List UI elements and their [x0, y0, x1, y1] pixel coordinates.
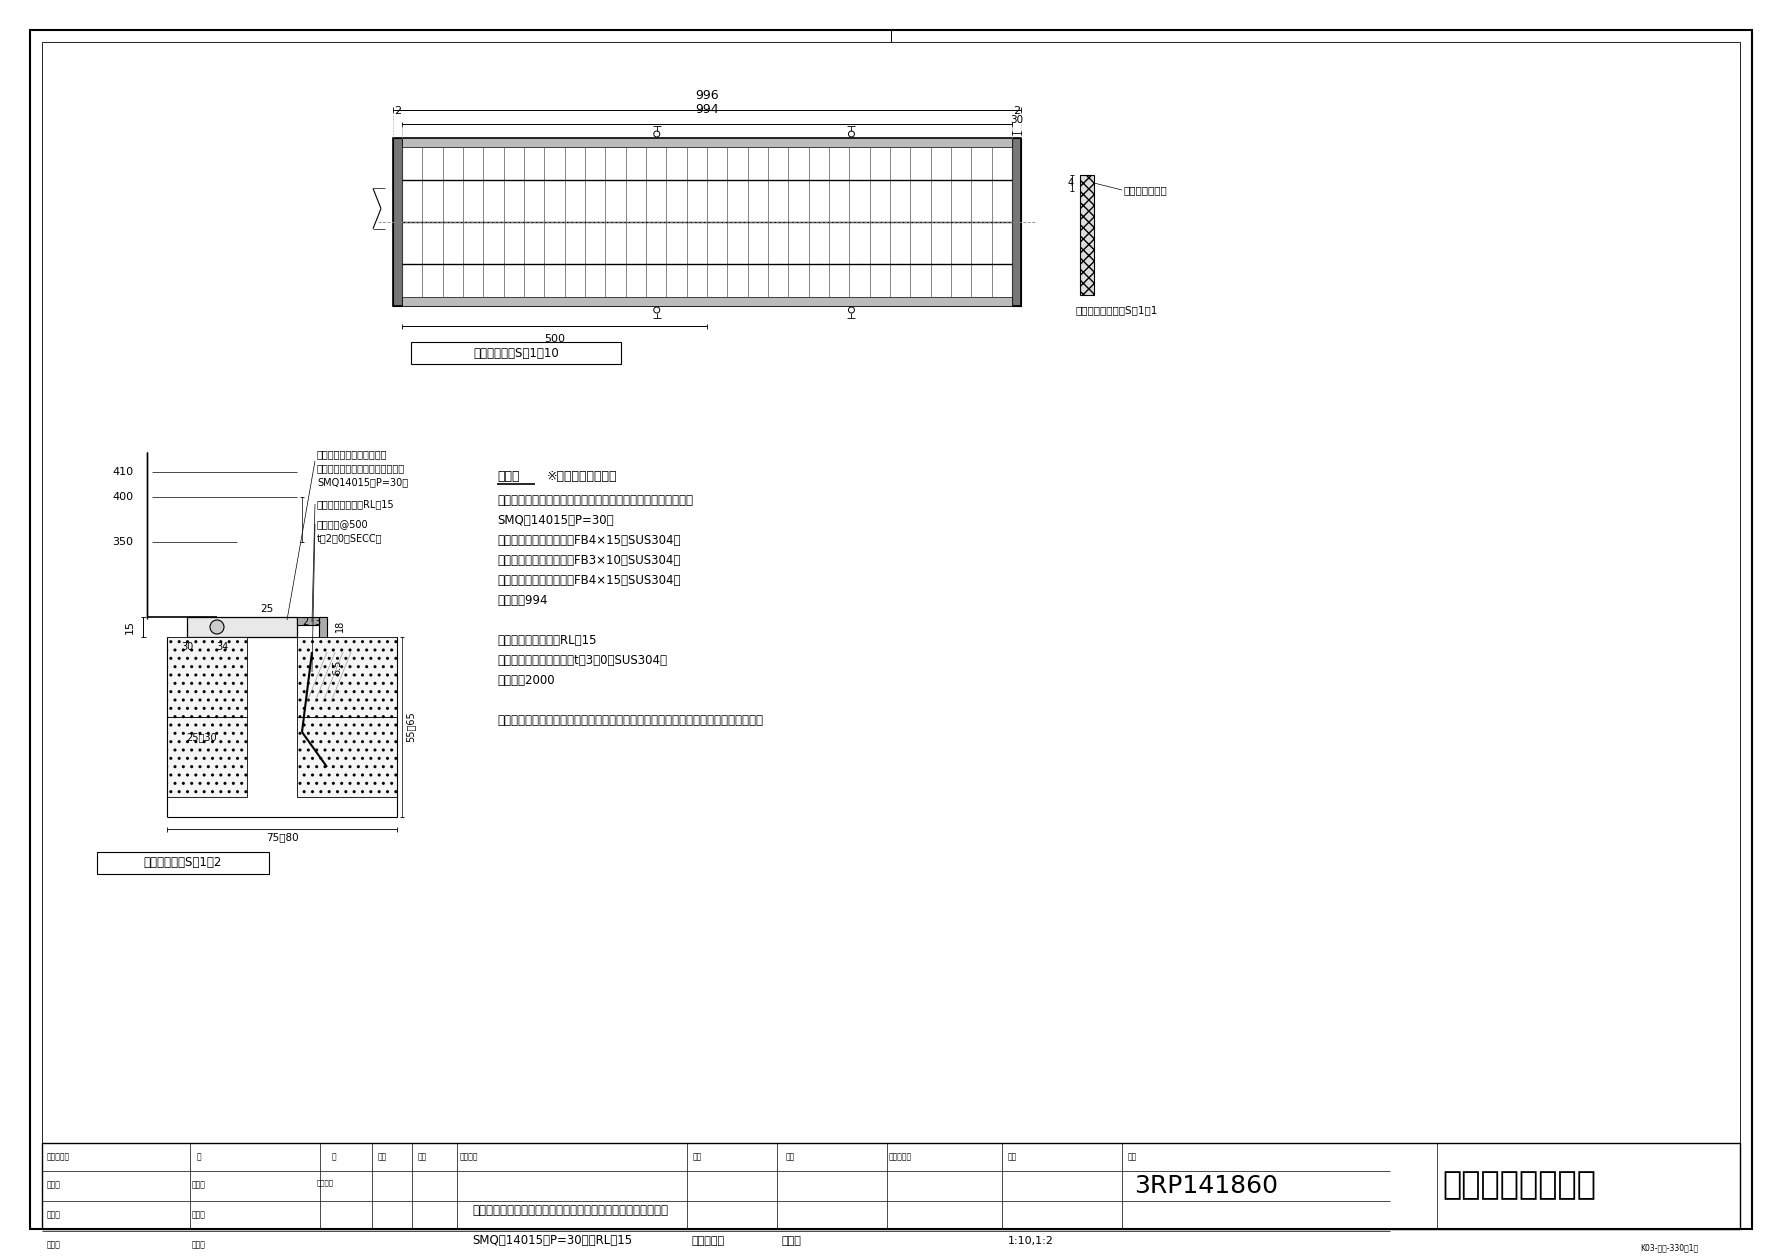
Text: 2: 2: [1012, 106, 1019, 116]
Text: SMQ14015（P=30）: SMQ14015（P=30）: [317, 477, 408, 487]
Text: 工事名称: 工事名称: [460, 1152, 479, 1162]
Bar: [319, 617, 328, 657]
Text: 製図: 製図: [378, 1152, 387, 1162]
Text: サイドバー　　FB4×15（SUS304）: サイドバー FB4×15（SUS304）: [497, 574, 681, 587]
Text: クロスバー　　FB3×10（SUS304）: クロスバー FB3×10（SUS304）: [497, 554, 681, 567]
Text: ・　・: ・ ・: [46, 1181, 61, 1190]
Text: SMQ　14015（P=30）＋RL－15: SMQ 14015（P=30）＋RL－15: [472, 1235, 633, 1248]
Text: 400: 400: [112, 492, 134, 502]
Text: 滑り止め模様付　横断溝・側溝用: 滑り止め模様付 横断溝・側溝用: [317, 463, 405, 473]
Bar: [187, 617, 298, 637]
Text: ・　・: ・ ・: [192, 1240, 207, 1249]
Bar: [298, 637, 397, 716]
Text: 図面名称: 図面名称: [317, 1180, 333, 1186]
Bar: [1012, 138, 1021, 306]
Text: 18: 18: [335, 619, 346, 632]
Text: ステンレス製グレーチング: ステンレス製グレーチング: [317, 449, 387, 460]
Text: ローレット模様: ローレット模様: [1124, 185, 1167, 195]
Text: カネソウ株式会社: カネソウ株式会社: [1442, 1171, 1597, 1201]
Text: 定尺：2000: 定尺：2000: [497, 674, 554, 687]
Bar: [298, 617, 328, 624]
Text: 材質：メインバー　　FB4×15（SUS304）: 材質：メインバー FB4×15（SUS304）: [497, 534, 681, 546]
Text: ・　・: ・ ・: [192, 1210, 207, 1220]
Text: 酒井ひと美: 酒井ひと美: [691, 1236, 723, 1246]
Text: 3: 3: [314, 617, 321, 627]
Text: 350: 350: [112, 538, 134, 546]
Text: 6.5: 6.5: [331, 660, 342, 675]
Text: 30: 30: [182, 642, 192, 652]
Text: K03-専用-330（1）: K03-専用-330（1）: [1639, 1244, 1698, 1253]
Text: 検図: 検図: [417, 1152, 426, 1162]
Text: 1:10,1:2: 1:10,1:2: [1009, 1236, 1053, 1246]
Text: t＝2．0（SECC）: t＝2．0（SECC）: [317, 533, 383, 543]
Text: ステンレス製グレーチング　滑り止め模様付　横断溝・側溝用: ステンレス製グレーチング 滑り止め模様付 横断溝・側溝用: [472, 1205, 668, 1217]
Text: 材質：ステンレス銅板t＝3．0（SUS304）: 材質：ステンレス銅板t＝3．0（SUS304）: [497, 653, 666, 667]
Text: ステンレス製グレーチング　滑り止め模様付　横断溝・側溝用: ステンレス製グレーチング 滑り止め模様付 横断溝・側溝用: [497, 494, 693, 507]
Text: 3RP141860: 3RP141860: [1133, 1173, 1278, 1199]
Bar: [96, 852, 269, 874]
Text: 25～30: 25～30: [187, 731, 217, 742]
Text: 4: 4: [1067, 178, 1075, 188]
Text: 縮尺: 縮尺: [1007, 1152, 1016, 1162]
Text: 仕　様: 仕 様: [497, 470, 520, 483]
Text: 996: 996: [695, 89, 718, 102]
Bar: [394, 138, 1021, 306]
Text: 断面詳細図　S＝1：2: 断面詳細図 S＝1：2: [144, 856, 223, 870]
Text: 34: 34: [216, 642, 228, 652]
Text: メインバー表面　S＝1：1: メインバー表面 S＝1：1: [1075, 305, 1157, 315]
Bar: [298, 716, 397, 797]
Text: 製品: 製品: [693, 1152, 702, 1162]
Text: 30: 30: [1010, 115, 1023, 125]
Text: ・　・: ・ ・: [46, 1210, 61, 1220]
Bar: [403, 138, 1012, 147]
Text: 検査: 検査: [786, 1152, 795, 1162]
Text: 15: 15: [125, 619, 135, 635]
Text: ・　・: ・ ・: [46, 1240, 61, 1249]
Text: 2: 2: [301, 617, 308, 627]
Bar: [412, 342, 620, 364]
Text: SMQ　14015（P=30）: SMQ 14015（P=30）: [497, 514, 613, 528]
Text: 内: 内: [196, 1152, 201, 1162]
Bar: [168, 716, 248, 797]
Circle shape: [210, 619, 225, 635]
Text: ステンレス製受枕　RL－15: ステンレス製受枕 RL－15: [497, 635, 597, 647]
Text: 平面詳細図　S＝1：10: 平面詳細図 S＝1：10: [474, 346, 560, 360]
Text: アンカー@500: アンカー@500: [317, 519, 369, 529]
Text: 作成年月日: 作成年月日: [889, 1152, 912, 1162]
Bar: [403, 297, 1012, 306]
Text: 25: 25: [260, 604, 274, 614]
Text: 施工場所の状況に合わせて、アンカーをプライヤー等で折り曲げてご使用ください。: 施工場所の状況に合わせて、アンカーをプライヤー等で折り曲げてご使用ください。: [497, 714, 763, 726]
Text: 75～80: 75～80: [266, 832, 298, 842]
Text: 容: 容: [331, 1152, 337, 1162]
Bar: [168, 637, 248, 716]
Text: 定尺：994: 定尺：994: [497, 594, 547, 607]
Text: 410: 410: [112, 467, 134, 477]
Bar: [1080, 175, 1094, 295]
Text: 2: 2: [394, 106, 401, 116]
Text: 図番: 図番: [1128, 1152, 1137, 1162]
Text: 500: 500: [544, 334, 565, 344]
Text: ※適用荷重：歩行用: ※適用荷重：歩行用: [547, 470, 618, 483]
Bar: [394, 138, 403, 306]
Text: ・　・: ・ ・: [192, 1181, 207, 1190]
Text: 田畑純: 田畑純: [782, 1236, 802, 1246]
Text: 55～65: 55～65: [405, 711, 415, 743]
Text: ステンレス製受枕RL－15: ステンレス製受枕RL－15: [317, 499, 394, 509]
Text: 年・月・日: 年・月・日: [46, 1152, 69, 1162]
Text: 994: 994: [695, 103, 718, 116]
Bar: [43, 1143, 1739, 1229]
